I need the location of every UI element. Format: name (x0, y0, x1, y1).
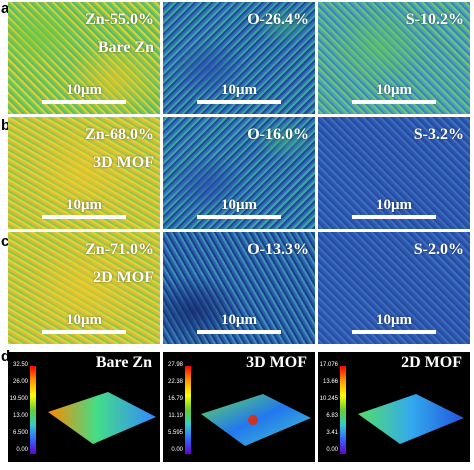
scale-bar: 10μm (352, 82, 436, 104)
scale-bar: 10μm (352, 312, 436, 334)
zn-percent-label: Zn-68.0% (85, 126, 154, 143)
sample-label: 2D MOF (93, 269, 154, 286)
s-map-2d-mof: S-2.0% 10μm (318, 232, 470, 344)
panel-label-b: b (1, 117, 11, 134)
s-map-bare: S-10.2% 10μm (318, 2, 470, 114)
colorbar-tick: 0.00 (171, 447, 183, 453)
colorbar-tick: 3.41 (326, 430, 338, 436)
scale-bar: 10μm (42, 312, 126, 334)
height-colorbar (30, 366, 36, 454)
colorbar-tick: 32.50 (12, 362, 28, 368)
scale-bar: 10μm (197, 82, 281, 104)
zn-map-2d-mof: Zn-71.0% 2D MOF 10μm (8, 232, 160, 344)
zn-percent-label: Zn-71.0% (85, 241, 154, 258)
s-percent-label: S-10.2% (405, 11, 464, 28)
colorbar-tick: 26.00 (12, 379, 28, 385)
colorbar-tick: 0.00 (326, 447, 338, 453)
o-percent-label: O-13.3% (247, 241, 309, 258)
surface-3d-render (201, 394, 311, 446)
s-percent-label: S-3.2% (413, 126, 464, 143)
o-map-2d-mof: O-13.3% 10μm (163, 232, 315, 344)
scale-bar: 10μm (197, 312, 281, 334)
height-colorbar (340, 366, 346, 454)
colorbar-tick: 10.245 (319, 396, 338, 402)
colorbar-tick: 27.98 (167, 362, 183, 368)
panel-label-a: a (1, 0, 10, 17)
panel-label-c: c (1, 233, 10, 250)
colorbar-tick: 13.66 (322, 379, 338, 385)
surface-title: Bare Zn (95, 354, 152, 371)
colorbar-tick: 22.38 (167, 379, 183, 385)
surface-3d-render (358, 394, 464, 444)
colorbar-tick: 6.83 (326, 413, 338, 419)
colorbar-tick: 13.00 (12, 413, 28, 419)
sample-label: 3D MOF (93, 154, 154, 171)
surface-plot-bare-zn: Bare Zn 32.50 26.00 19.500 13.00 6.500 0… (8, 352, 160, 462)
scale-bar: 10μm (42, 82, 126, 104)
colorbar-tick: 5.595 (167, 430, 183, 436)
s-map-3d-mof: S-3.2% 10μm (318, 117, 470, 229)
zn-percent-label: Zn-55.0% (85, 11, 154, 28)
colorbar-tick: 0.00 (16, 447, 28, 453)
o-map-3d-mof: O-16.0% 10μm (163, 117, 315, 229)
s-percent-label: S-2.0% (413, 241, 464, 258)
surface-plot-3d-mof: 3D MOF 27.98 22.38 16.79 11.19 5.595 0.0… (163, 352, 315, 462)
surface-3d-render (48, 392, 156, 444)
o-map-bare: O-26.4% 10μm (163, 2, 315, 114)
zn-map-bare: Zn-55.0% Bare Zn 10μm (8, 2, 160, 114)
scale-bar: 10μm (197, 197, 281, 219)
sample-label: Bare Zn (97, 39, 154, 56)
o-percent-label: O-26.4% (247, 11, 309, 28)
colorbar-tick: 11.19 (168, 413, 183, 419)
scale-bar: 10μm (42, 197, 126, 219)
zn-map-3d-mof: Zn-68.0% 3D MOF 10μm (8, 117, 160, 229)
colorbar-tick: 16.79 (167, 396, 183, 402)
scale-bar: 10μm (352, 197, 436, 219)
colorbar-tick: 17.076 (319, 362, 338, 368)
surface-title: 3D MOF (246, 354, 307, 371)
height-colorbar (185, 366, 191, 454)
surface-plot-2d-mof: 2D MOF 17.076 13.66 10.245 6.83 3.41 0.0… (318, 352, 470, 462)
colorbar-tick: 19.500 (9, 396, 28, 402)
colorbar-tick: 6.500 (12, 430, 28, 436)
surface-title: 2D MOF (401, 354, 462, 371)
panel-label-d: d (1, 348, 11, 365)
o-percent-label: O-16.0% (247, 126, 309, 143)
